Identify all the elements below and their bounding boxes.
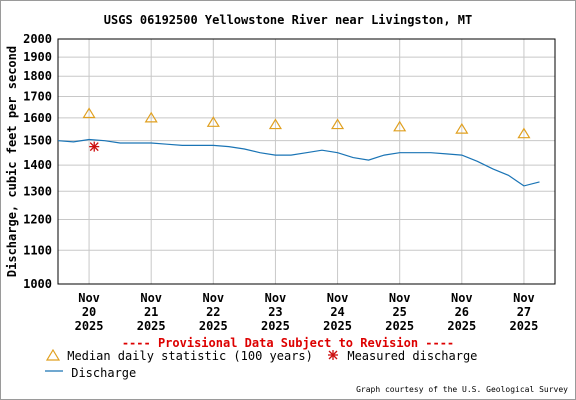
median-point [330, 118, 345, 130]
y-tick-label: 1300 [23, 184, 52, 198]
x-tick-label: 27 [517, 305, 531, 319]
y-tick-label: 1100 [23, 243, 52, 257]
x-tick-label: 2025 [199, 319, 228, 333]
plot-area-border [57, 38, 556, 285]
x-tick-label: 2025 [385, 319, 414, 333]
x-tick-label: 26 [455, 305, 469, 319]
x-tick-label: Nov [78, 291, 100, 305]
x-tick-label: Nov [513, 291, 535, 305]
x-tick-label: 24 [330, 305, 344, 319]
x-tick-label: 2025 [509, 319, 538, 333]
x-tick-label: 2025 [447, 319, 476, 333]
x-tick-label: 2025 [261, 319, 290, 333]
legend-measured-label: Measured discharge [347, 349, 478, 363]
y-tick-label: 1200 [23, 213, 52, 227]
x-tick-label: 2025 [137, 319, 166, 333]
median-triangle-icon [45, 348, 61, 361]
y-tick-label: 1900 [23, 50, 52, 64]
y-tick-label: 1800 [23, 69, 52, 83]
x-tick-label: 25 [392, 305, 406, 319]
legend-median-label: Median daily statistic (100 years) [67, 349, 313, 363]
discharge-line-icon [45, 370, 63, 372]
y-axis-label: Discharge, cubic feet per second [5, 46, 19, 277]
legend-median: Median daily statistic (100 years) Measu… [45, 348, 478, 363]
provisional-note: ---- Provisional Data Subject to Revisio… [121, 336, 455, 350]
y-tick-label: 1000 [23, 277, 52, 291]
median-point [517, 127, 531, 139]
x-tick-label: Nov [140, 291, 162, 305]
graph-credit: Graph courtesy of the U.S. Geological Su… [356, 385, 568, 394]
median-point [268, 118, 283, 130]
x-tick-label: 20 [82, 305, 96, 319]
discharge-series-line [57, 138, 540, 187]
x-tick-label: Nov [202, 291, 224, 305]
x-tick-label: Nov [451, 291, 473, 305]
x-tick-label: Nov [327, 291, 349, 305]
median-point [206, 116, 220, 127]
legend-discharge: Discharge [44, 366, 136, 380]
x-tick-label: 2025 [323, 319, 352, 333]
measured-point [89, 141, 100, 152]
median-point [455, 122, 469, 134]
x-tick-label: 21 [144, 305, 158, 319]
y-tick-label: 1600 [23, 111, 52, 125]
y-tick-label: 1400 [23, 158, 52, 172]
median-point [393, 120, 407, 132]
x-tick-label: Nov [389, 291, 411, 305]
y-tick-label: 1500 [23, 134, 52, 148]
measured-asterisk-icon [328, 350, 339, 360]
chart-title: USGS 06192500 Yellowstone River near Liv… [103, 13, 473, 27]
x-tick-label: 22 [206, 305, 220, 319]
legend-discharge-label: Discharge [71, 366, 137, 380]
y-tick-label: 1700 [23, 89, 52, 103]
median-point [144, 111, 158, 123]
y-tick-label: 2000 [23, 32, 52, 46]
median-point [82, 107, 96, 119]
x-tick-label: 2025 [75, 319, 104, 333]
x-tick-label: Nov [265, 291, 287, 305]
x-tick-label: 23 [268, 305, 282, 319]
